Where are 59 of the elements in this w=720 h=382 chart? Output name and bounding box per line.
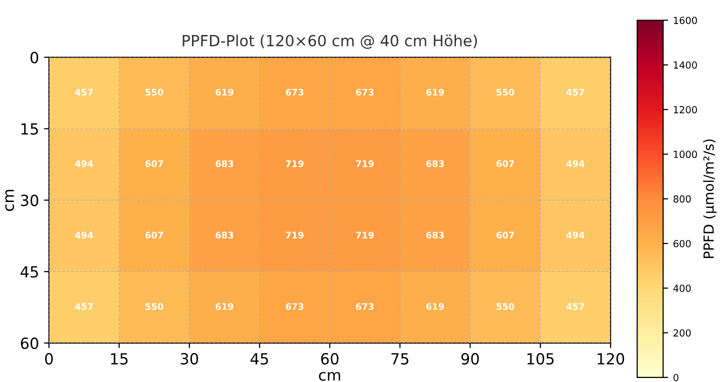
chart-subtitle: PPFD-Plot (120×60 cm @ 40 cm Höhe) bbox=[182, 34, 477, 49]
y-axis-title: cm bbox=[5, 190, 14, 211]
data-label: 683 bbox=[426, 160, 444, 168]
data-label: 457 bbox=[75, 88, 93, 96]
x-tick-label: 120 bbox=[598, 353, 624, 365]
x-tick-label: 0 bbox=[45, 353, 53, 365]
x-axis-title: cm bbox=[318, 372, 340, 381]
data-label: 607 bbox=[145, 232, 163, 239]
data-label: 619 bbox=[216, 303, 234, 310]
data-label: 619 bbox=[426, 88, 444, 96]
data-label: 719 bbox=[356, 160, 374, 168]
y-tick-label: 60 bbox=[20, 338, 38, 350]
color-bar-label: 600 bbox=[674, 240, 691, 248]
x-tick-label: 15 bbox=[111, 353, 128, 365]
data-label: 683 bbox=[426, 232, 444, 239]
y-tick-label: 15 bbox=[21, 123, 38, 135]
data-label: 550 bbox=[146, 303, 164, 310]
data-label: 607 bbox=[145, 160, 163, 168]
data-label: 673 bbox=[286, 303, 304, 310]
data-label: 719 bbox=[286, 232, 304, 239]
x-tick-label: 30 bbox=[180, 353, 198, 365]
data-label: 683 bbox=[216, 232, 234, 239]
data-label: 719 bbox=[356, 232, 374, 239]
color-bar-label: 1600 bbox=[674, 16, 697, 24]
x-tick-label: 60 bbox=[321, 353, 338, 365]
data-label: 494 bbox=[75, 232, 94, 239]
data-label: 607 bbox=[496, 232, 514, 239]
color-bar-label: 200 bbox=[674, 329, 691, 337]
data-label: 494 bbox=[75, 160, 94, 168]
data-label: 550 bbox=[496, 303, 514, 310]
data-label: 619 bbox=[426, 303, 444, 310]
color-bar-title: PPFD (µmol/m²/s) bbox=[703, 139, 717, 258]
data-label: 457 bbox=[566, 303, 584, 310]
data-label: 550 bbox=[496, 88, 514, 96]
x-tick-label: 105 bbox=[527, 353, 554, 365]
color-bar-label: 1400 bbox=[674, 61, 697, 69]
x-tick-label: 75 bbox=[391, 353, 408, 365]
color-bar-label: 800 bbox=[674, 195, 691, 203]
color-bar-label: 1200 bbox=[674, 106, 697, 114]
y-tick-label: 45 bbox=[20, 266, 38, 278]
data-label: 683 bbox=[216, 160, 234, 168]
x-tick-label: 90 bbox=[461, 353, 479, 365]
color-bar-label: 1000 bbox=[674, 150, 697, 158]
color-bar-label: 0 bbox=[673, 374, 678, 382]
data-label: 550 bbox=[146, 88, 164, 96]
data-label: 607 bbox=[496, 160, 514, 168]
data-label: 619 bbox=[216, 88, 234, 96]
data-label: 719 bbox=[286, 160, 304, 168]
x-tick-label: 45 bbox=[250, 353, 268, 365]
data-label: 457 bbox=[75, 303, 93, 310]
data-label: 494 bbox=[566, 160, 584, 168]
data-label: 673 bbox=[356, 88, 374, 96]
data-label: 673 bbox=[356, 303, 374, 310]
data-label: 494 bbox=[566, 232, 584, 239]
data-label: 457 bbox=[566, 88, 584, 96]
data-label: 673 bbox=[286, 88, 304, 96]
y-tick-label: 0 bbox=[30, 52, 38, 64]
y-tick-label: 30 bbox=[20, 194, 38, 206]
color-bar-label: 400 bbox=[673, 284, 691, 292]
